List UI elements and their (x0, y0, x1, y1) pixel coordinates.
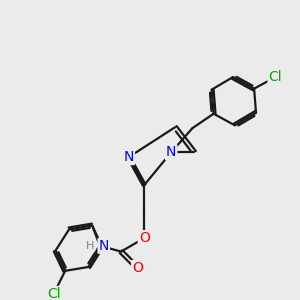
Text: Cl: Cl (47, 287, 60, 300)
Text: O: O (139, 231, 150, 245)
Text: Cl: Cl (268, 70, 282, 84)
Text: N: N (98, 239, 109, 253)
Text: N: N (166, 145, 176, 159)
Text: O: O (132, 261, 143, 275)
Text: H: H (86, 241, 94, 251)
Text: N: N (124, 150, 134, 164)
